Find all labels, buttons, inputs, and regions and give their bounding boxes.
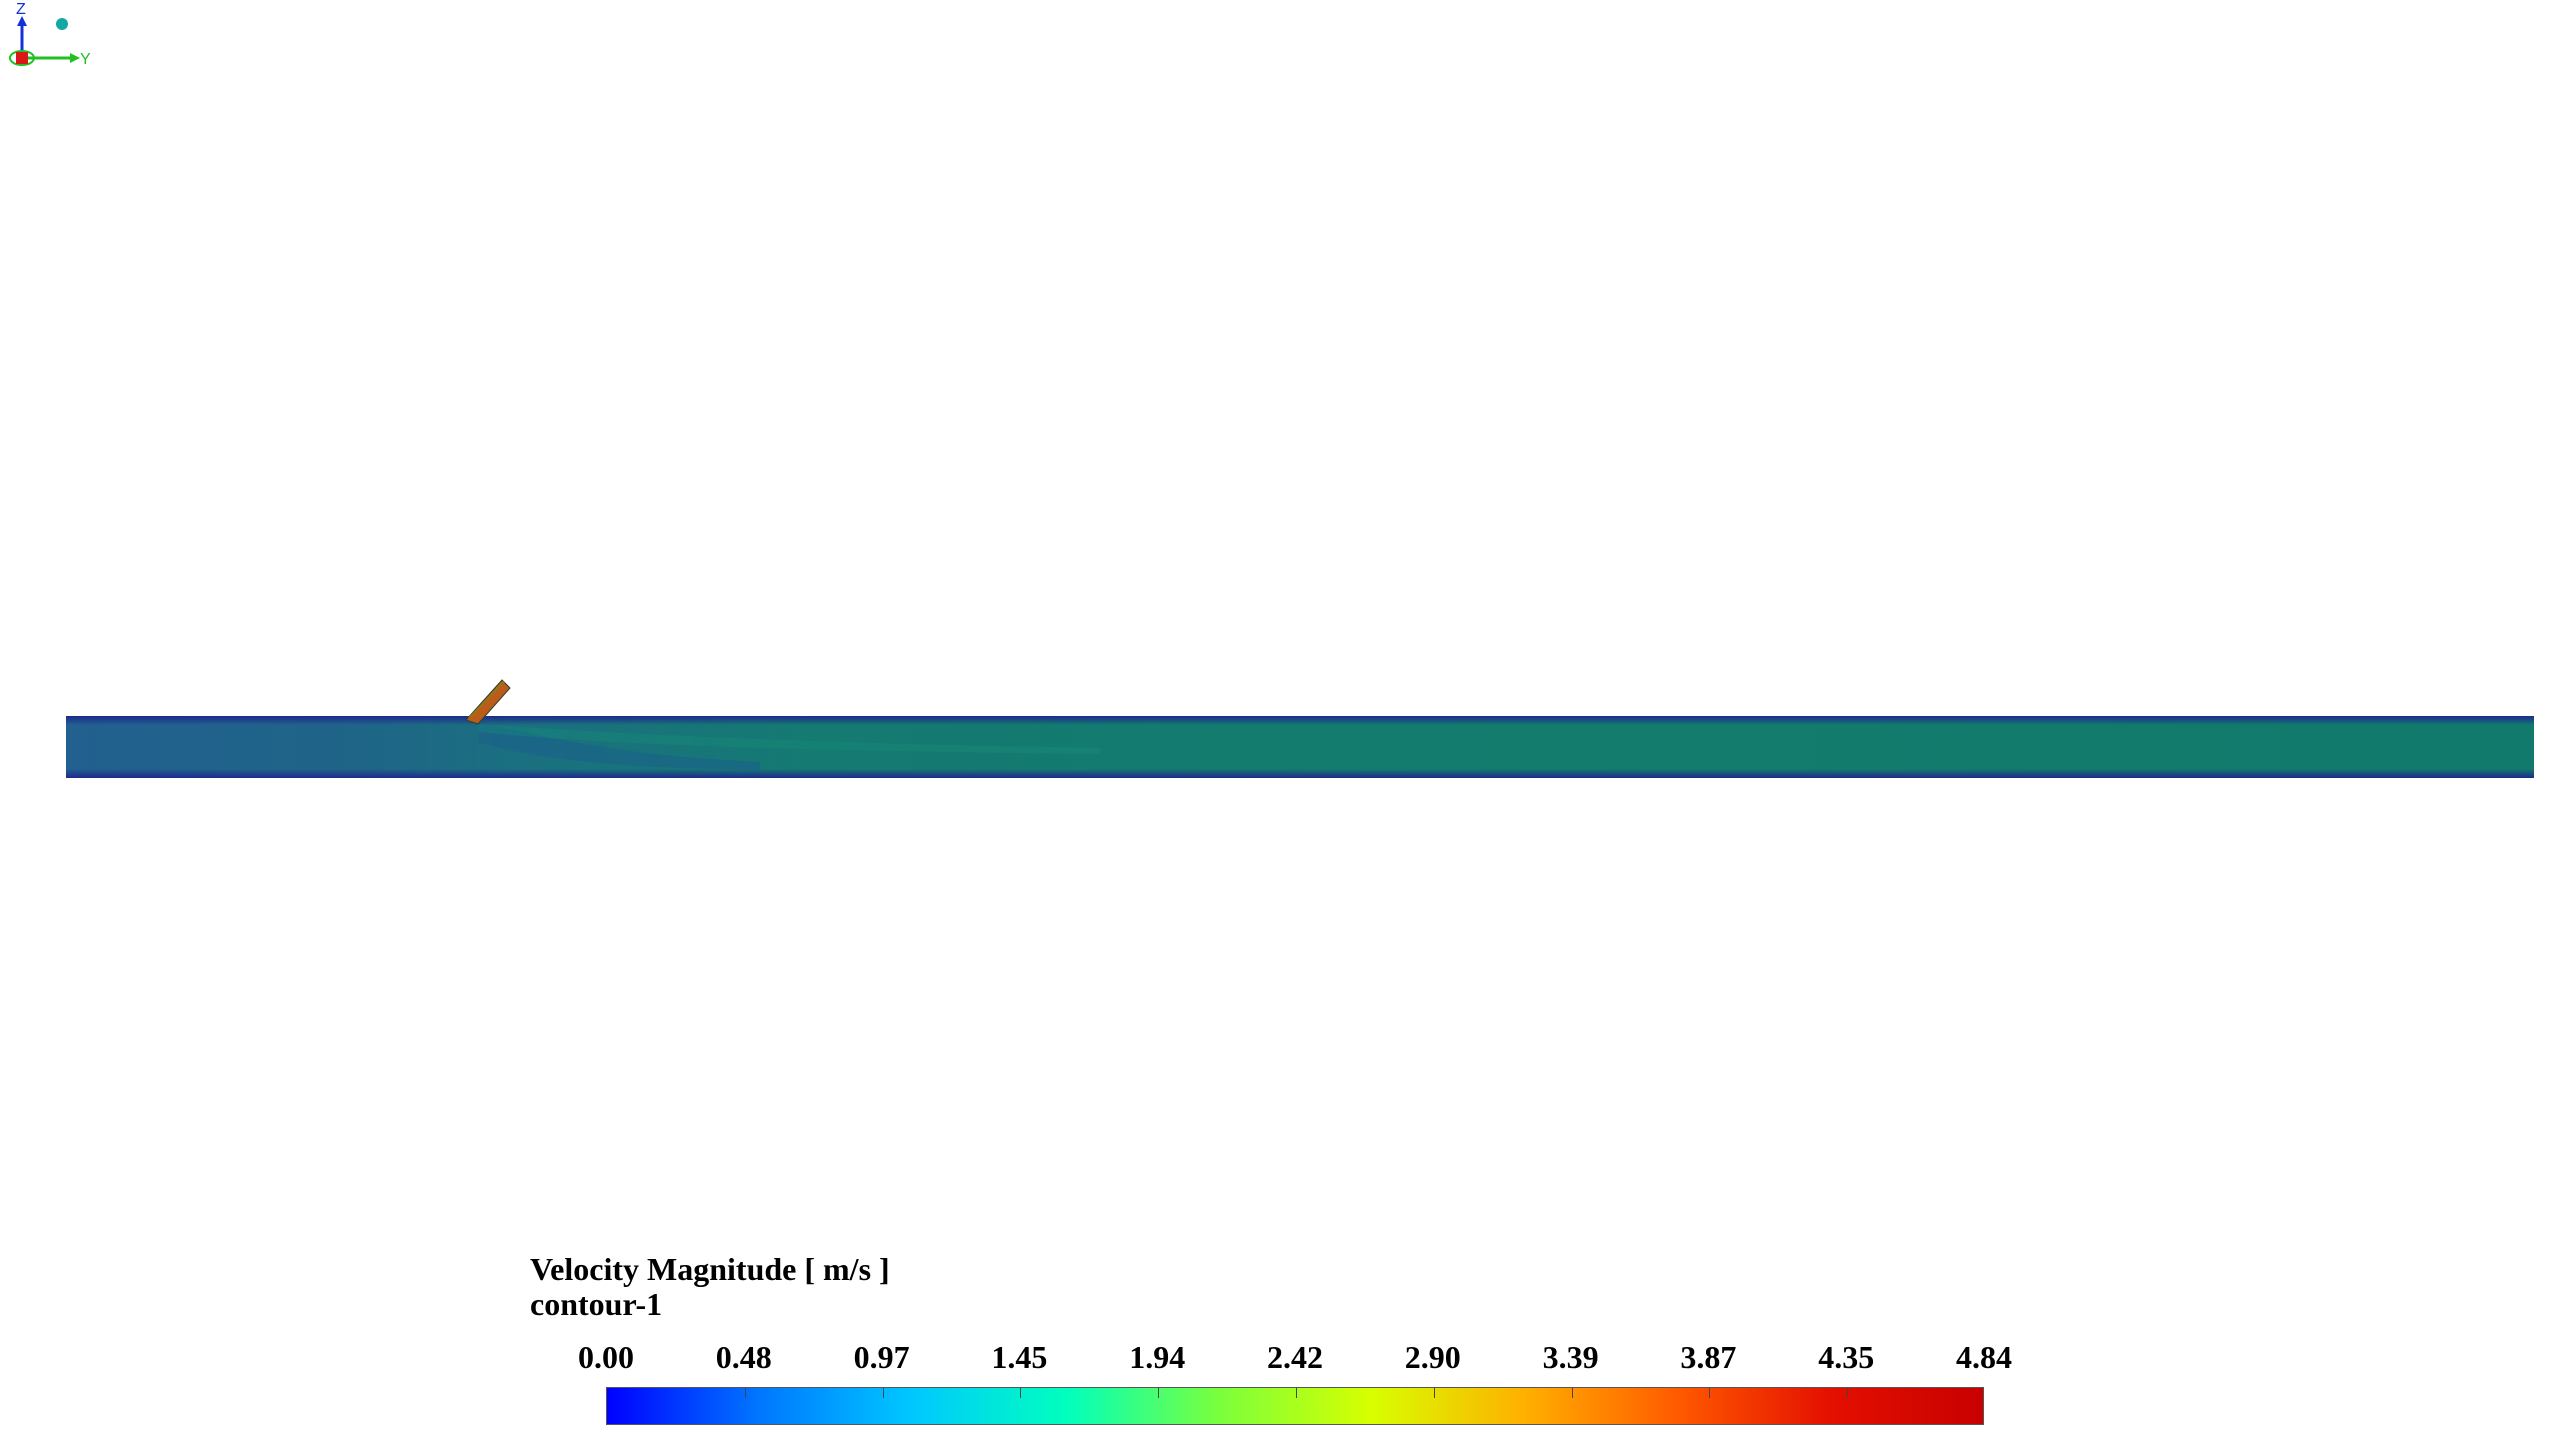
view-origin-icon — [56, 18, 68, 30]
axis-triad[interactable]: Z Y — [0, 0, 100, 80]
x-axis-ring-icon — [9, 50, 35, 66]
colorbar-tick-label: 2.42 — [1267, 1339, 1323, 1375]
colorbar-tick-mark — [882, 1388, 884, 1398]
colorbar-tick-label: 0.00 — [578, 1339, 634, 1375]
colorbar-tick-label: 0.48 — [715, 1339, 772, 1375]
colorbar-tick-label: 3.87 — [1680, 1339, 1737, 1375]
colorbar-tick-mark — [1020, 1388, 1022, 1398]
colorbar-tick-label: 4.84 — [1956, 1339, 2012, 1375]
pipe-domain — [66, 716, 2534, 778]
jet-mixing-layer — [478, 724, 1100, 754]
colorbar-tick-mark — [744, 1388, 746, 1398]
colorbar-tick-mark — [1709, 1388, 1711, 1398]
pipe-bottom-wall-layer — [66, 769, 2534, 778]
colorbar-tick-label: 1.45 — [991, 1339, 1048, 1375]
colorbar — [606, 1387, 1984, 1425]
injection-pipe — [465, 679, 511, 725]
jet-wake — [478, 722, 760, 770]
z-axis-arrow-icon — [17, 16, 27, 26]
colorbar-tick-label: 0.97 — [853, 1339, 910, 1375]
colorbar-tick-mark — [1571, 1388, 1573, 1398]
colorbar-tick-mark — [1433, 1388, 1435, 1398]
colorbar-tick-label: 2.90 — [1404, 1339, 1461, 1375]
colorbar-tick-mark — [1296, 1388, 1297, 1398]
colorbar-tick-mark — [1847, 1388, 1849, 1398]
colorbar-tick-label: 4.35 — [1818, 1339, 1875, 1375]
legend-title: Velocity Magnitude [ m/s ] — [530, 1251, 890, 1287]
z-axis-label: Z — [16, 1, 26, 18]
pipe-top-wall-layer — [66, 716, 2534, 725]
legend-subtitle: contour-1 — [530, 1286, 663, 1322]
y-axis-arrow-icon — [70, 53, 80, 63]
colorbar-tick-label: 3.39 — [1542, 1339, 1599, 1375]
colorbar-tick-mark — [1158, 1388, 1160, 1398]
y-axis-label: Y — [80, 51, 91, 68]
colorbar-tick-label: 1.94 — [1129, 1339, 1186, 1375]
x-axis-marker-icon — [16, 52, 28, 64]
